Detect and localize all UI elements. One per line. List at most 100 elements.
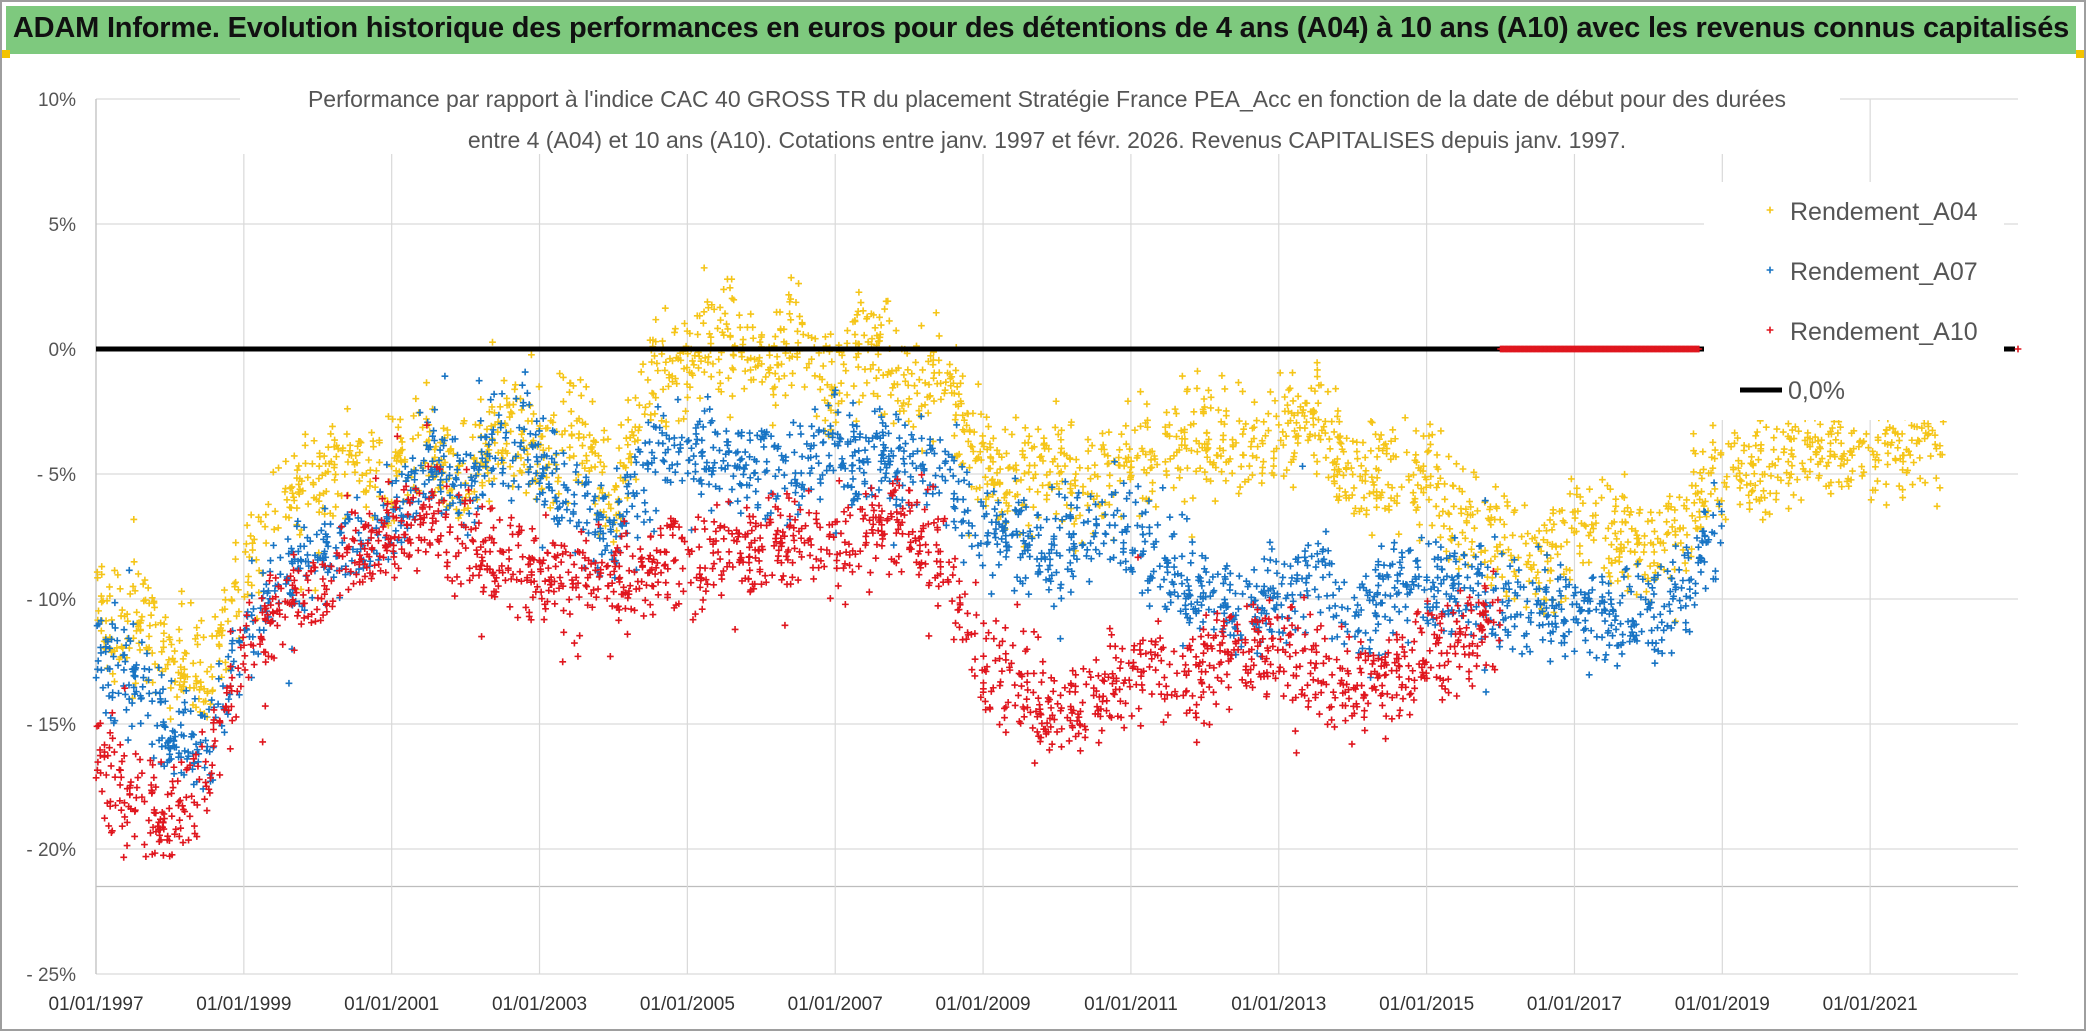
point-Rendement_A07: [1519, 650, 1526, 657]
point-Rendement_A07: [738, 482, 745, 489]
point-Rendement_A04: [1349, 471, 1356, 478]
point-Rendement_A10: [470, 572, 477, 579]
point-Rendement_A10: [1324, 721, 1331, 728]
point-Rendement_A04: [910, 423, 917, 430]
point-Rendement_A07: [587, 506, 594, 513]
point-Rendement_A04: [1788, 471, 1795, 478]
point-Rendement_A04: [1310, 421, 1317, 428]
point-Rendement_A04: [601, 427, 608, 434]
point-Rendement_A04: [1568, 476, 1575, 483]
point-Rendement_A04: [327, 430, 334, 437]
point-Rendement_A07: [746, 430, 753, 437]
point-Rendement_A04: [772, 333, 779, 340]
point-Rendement_A04: [1030, 504, 1037, 511]
point-Rendement_A10: [1451, 643, 1458, 650]
point-Rendement_A10: [242, 667, 249, 674]
point-Rendement_A04: [1799, 460, 1806, 467]
point-Rendement_A04: [139, 613, 146, 620]
point-Rendement_A07: [571, 491, 578, 498]
point-Rendement_A04: [979, 433, 986, 440]
point-Rendement_A07: [672, 469, 679, 476]
point-Rendement_A04: [750, 335, 757, 342]
point-Rendement_A04: [1699, 448, 1706, 455]
point-Rendement_A04: [1223, 408, 1230, 415]
point-Rendement_A07: [661, 458, 668, 465]
point-Rendement_A07: [642, 440, 649, 447]
point-Rendement_A07: [1589, 575, 1596, 582]
point-Rendement_A04: [1440, 523, 1447, 530]
point-Rendement_A04: [586, 432, 593, 439]
point-Rendement_A10: [1445, 658, 1452, 665]
point-Rendement_A04: [168, 641, 175, 648]
point-Rendement_A07: [997, 549, 1004, 556]
point-Rendement_A07: [511, 439, 518, 446]
point-Rendement_A04: [1282, 408, 1289, 415]
point-Rendement_A04: [1499, 574, 1506, 581]
point-Rendement_A07: [1373, 613, 1380, 620]
point-Rendement_A10: [700, 597, 707, 604]
point-Rendement_A04: [722, 310, 729, 317]
point-Rendement_A04: [1338, 440, 1345, 447]
point-Rendement_A04: [368, 429, 375, 436]
point-Rendement_A04: [933, 309, 940, 316]
point-Rendement_A10: [206, 790, 213, 797]
point-Rendement_A07: [1608, 601, 1615, 608]
point-Rendement_A07: [677, 441, 684, 448]
point-Rendement_A04: [1807, 456, 1814, 463]
point-Rendement_A07: [899, 497, 906, 504]
point-Rendement_A07: [201, 764, 208, 771]
point-Rendement_A04: [1656, 509, 1663, 516]
point-Rendement_A10: [1118, 714, 1125, 721]
point-Rendement_A07: [1435, 587, 1442, 594]
point-Rendement_A10: [946, 559, 953, 566]
point-Rendement_A07: [1239, 590, 1246, 597]
point-Rendement_A07: [503, 429, 510, 436]
point-Rendement_A04: [878, 322, 885, 329]
point-Rendement_A07: [354, 494, 361, 501]
point-Rendement_A07: [890, 542, 897, 549]
point-Rendement_A04: [1501, 534, 1508, 541]
point-Rendement_A04: [1572, 515, 1579, 522]
point-Rendement_A04: [167, 685, 174, 692]
point-Rendement_A10: [709, 565, 716, 572]
point-Rendement_A07: [1678, 585, 1685, 592]
point-Rendement_A04: [1443, 548, 1450, 555]
point-Rendement_A07: [1092, 546, 1099, 553]
point-Rendement_A04: [886, 318, 893, 325]
point-Rendement_A04: [1834, 430, 1841, 437]
point-Rendement_A04: [1137, 423, 1144, 430]
point-Rendement_A04: [1885, 450, 1892, 457]
point-Rendement_A04: [1838, 440, 1845, 447]
point-Rendement_A04: [1067, 456, 1074, 463]
point-Rendement_A04: [1099, 430, 1106, 437]
point-Rendement_A07: [641, 487, 648, 494]
point-Rendement_A07: [1667, 608, 1674, 615]
point-Rendement_A07: [720, 457, 727, 464]
point-Rendement_A07: [998, 536, 1005, 543]
point-Rendement_A07: [760, 444, 767, 451]
point-Rendement_A07: [1167, 599, 1174, 606]
point-Rendement_A07: [146, 666, 153, 673]
point-Rendement_A07: [1686, 586, 1693, 593]
point-Rendement_A10: [647, 552, 654, 559]
point-Rendement_A04: [1868, 496, 1875, 503]
point-Rendement_A04: [1267, 389, 1274, 396]
point-Rendement_A04: [707, 340, 714, 347]
point-Rendement_A07: [1585, 590, 1592, 597]
point-Rendement_A04: [577, 376, 584, 383]
point-Rendement_A07: [1504, 602, 1511, 609]
point-Rendement_A07: [1444, 573, 1451, 580]
point-Rendement_A07: [1548, 638, 1555, 645]
point-Rendement_A07: [1061, 494, 1068, 501]
point-Rendement_A07: [508, 497, 515, 504]
point-Rendement_A07: [1654, 624, 1661, 631]
point-Rendement_A04: [612, 482, 619, 489]
point-Rendement_A04: [1576, 543, 1583, 550]
point-Rendement_A07: [145, 712, 152, 719]
point-Rendement_A04: [187, 599, 194, 606]
point-Rendement_A07: [396, 505, 403, 512]
point-Rendement_A04: [1643, 588, 1650, 595]
point-Rendement_A07: [1599, 634, 1606, 641]
point-Rendement_A04: [1832, 436, 1839, 443]
point-Rendement_A10: [901, 512, 908, 519]
